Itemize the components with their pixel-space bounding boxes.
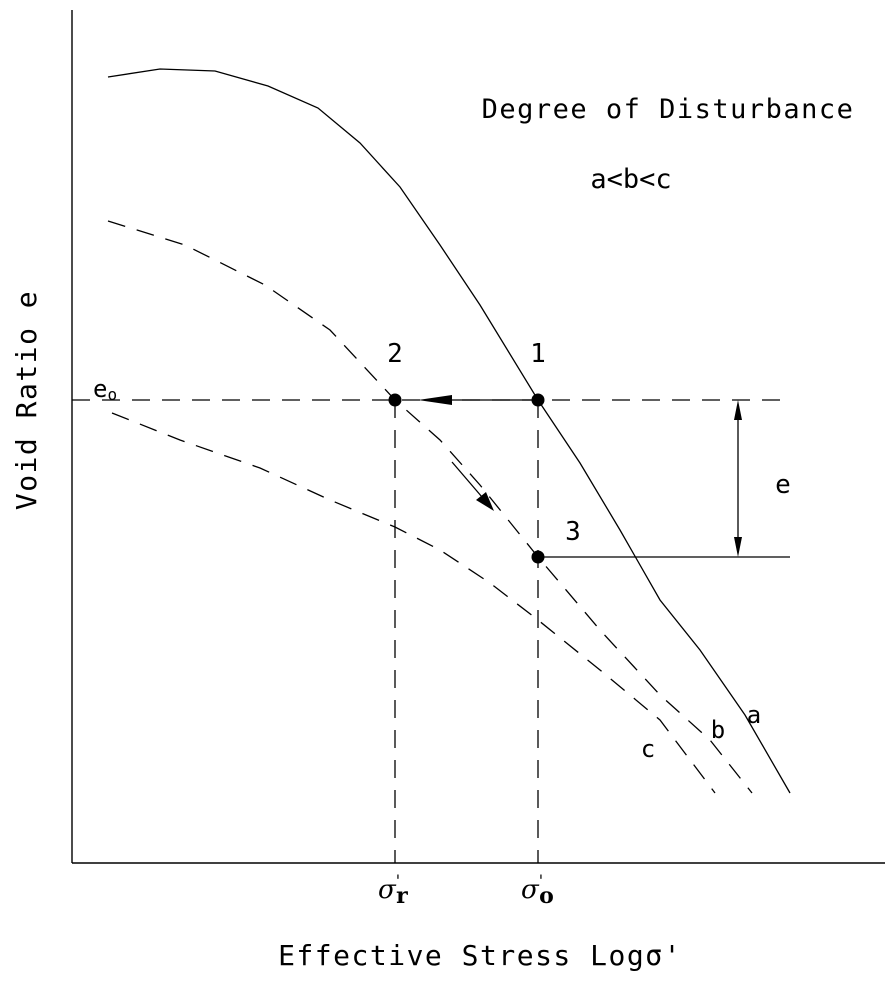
delta-e-arrow-bottom xyxy=(734,537,742,557)
curve-c xyxy=(111,412,716,794)
curve-a xyxy=(107,68,791,794)
diagram-subtitle: a<b<c xyxy=(590,164,671,195)
curve-b-label: b xyxy=(711,716,725,744)
reload-arrow-head xyxy=(476,492,494,511)
point-3-marker xyxy=(531,550,545,564)
point-1-marker xyxy=(531,393,545,407)
curve-b xyxy=(107,220,753,794)
x-axis-title: Effective Stress Logσ' xyxy=(278,939,682,972)
unload-arrow-head xyxy=(418,395,452,405)
sigma-o-tick-label: σ' o xyxy=(521,871,554,909)
point-1-label: 1 xyxy=(530,339,546,369)
delta-e-arrow-top xyxy=(734,400,742,420)
delta-e-label: e xyxy=(775,470,791,500)
y-axis-title: Void Ratio e xyxy=(10,290,43,510)
point-2-label: 2 xyxy=(387,339,403,369)
diagram-title: Degree of Disturbance xyxy=(482,94,855,125)
reload-arrow-shaft xyxy=(451,461,483,498)
curve-a-label: a xyxy=(747,701,761,729)
sigma-r-tick-label: σ' r xyxy=(378,871,408,909)
point-2-marker xyxy=(388,393,402,407)
e0-label: eo xyxy=(93,375,117,404)
point-3-label: 3 xyxy=(565,517,581,547)
curve-c-label: c xyxy=(641,735,655,763)
